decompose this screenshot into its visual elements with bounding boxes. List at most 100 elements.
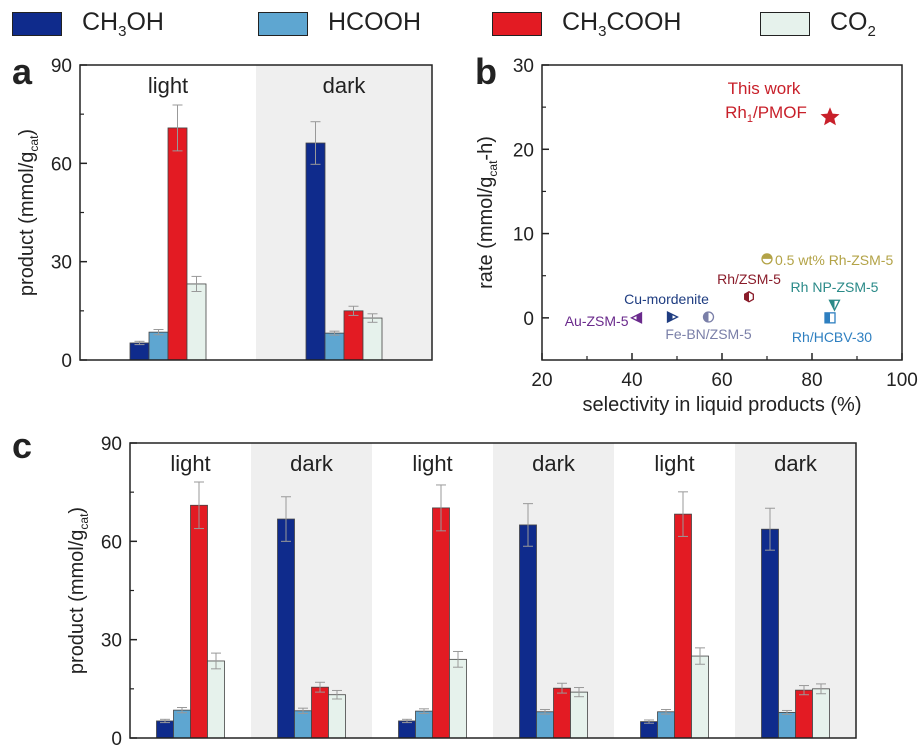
legend-item-hcooh: HCOOH <box>258 6 421 42</box>
legend-swatch-ch3cooh <box>492 12 542 36</box>
bar-ch3cooh <box>795 689 813 739</box>
legend-item-ch3cooh: CH3COOH <box>492 6 681 42</box>
y-axis-label-tail: ) <box>66 507 88 514</box>
panel-letter-c: c <box>12 425 32 466</box>
marker-fill <box>744 291 749 302</box>
x-tick-label: 20 <box>531 370 552 391</box>
y-tick-label: 20 <box>513 140 534 161</box>
bar-hcooh <box>778 712 796 739</box>
group-label: dark <box>323 73 367 98</box>
point-label: 0.5 wt% Rh-ZSM-5 <box>775 252 893 268</box>
legend-swatch-hcooh <box>258 12 308 36</box>
bar-ch3cooh <box>553 687 571 739</box>
y-axis-label: product (mmol/gcat) <box>66 507 91 674</box>
bar-ch3cooh <box>167 127 188 361</box>
bar-hcooh <box>148 331 169 361</box>
x-tick-label: 100 <box>886 370 918 391</box>
bar-co2 <box>207 660 225 739</box>
x-tick-label: 40 <box>621 370 642 391</box>
y-tick-label: 10 <box>513 225 534 246</box>
bar-ch3oh <box>519 524 537 739</box>
bar-ch3cooh <box>311 686 329 739</box>
bar-ch3oh <box>761 528 779 739</box>
annotation-sub: 1 <box>747 113 753 125</box>
y-tick-label: 90 <box>51 56 72 77</box>
panel-a: a light dark 0 30 60 90 product (mmol/gcat) <box>12 51 433 372</box>
marker-fill <box>762 253 772 259</box>
group-label: light <box>170 451 210 476</box>
x-tick-label: 80 <box>801 370 822 391</box>
point-label: Rh/HCBV-30 <box>792 329 872 345</box>
annotation-catalyst: Rh1/PMOF <box>725 103 807 125</box>
point-label: Au-ZSM-5 <box>565 313 629 329</box>
bar-ch3cooh <box>674 513 692 739</box>
bar-hcooh <box>657 711 675 739</box>
group-label: light <box>654 451 694 476</box>
y-tick-label: 60 <box>51 154 72 175</box>
bar-ch3oh <box>156 720 174 739</box>
bar-hcooh <box>536 711 554 739</box>
y-axis-label-main: product (mmol/g <box>66 530 88 675</box>
panel-letter-a: a <box>12 51 33 92</box>
bar-co2 <box>186 283 207 361</box>
bar-ch3oh <box>305 142 326 361</box>
y-axis-label: rate (mmol/gcat-h) <box>475 136 500 289</box>
bar-hcooh <box>173 709 191 739</box>
group-label: light <box>412 451 452 476</box>
marker-fill <box>667 312 673 323</box>
annotation-rh: Rh <box>725 103 747 122</box>
bar-co2 <box>570 691 588 739</box>
bar-ch3oh <box>277 518 295 739</box>
y-tick-label: 0 <box>61 351 72 372</box>
x-tick-label: 60 <box>711 370 732 391</box>
legend-item-co2: CO2 <box>760 6 876 42</box>
y-tick-label: 0 <box>523 309 534 330</box>
y-tick-label: 60 <box>101 532 122 553</box>
y-axis-label-sub: cat <box>27 135 41 152</box>
bar-co2 <box>362 317 383 361</box>
legend-label-co2: CO2 <box>830 8 876 40</box>
bar-co2 <box>691 655 709 739</box>
bar-ch3oh <box>129 342 150 361</box>
y-tick-label: 90 <box>101 434 122 455</box>
bar-hcooh <box>415 710 433 739</box>
legend-swatch-ch3oh <box>12 12 62 36</box>
x-axis-label: selectivity in liquid products (%) <box>583 394 862 416</box>
panel-c: c light dark light dark light dark 0 30 60 90 produ… <box>12 425 857 750</box>
group-label: dark <box>774 451 818 476</box>
bar-hcooh <box>324 332 345 361</box>
group-label: light <box>148 73 188 98</box>
bar-ch3oh <box>398 720 416 739</box>
y-tick-label: 30 <box>513 56 534 77</box>
group-label: dark <box>532 451 576 476</box>
y-tick-label: 0 <box>111 729 122 750</box>
bar-ch3cooh <box>432 507 450 739</box>
marker-star <box>820 107 840 126</box>
marker-fill <box>825 312 830 323</box>
legend-swatch-co2 <box>760 12 810 36</box>
y-axis-label: product (mmol/gcat) <box>16 129 41 296</box>
bar-ch3cooh <box>190 504 208 739</box>
panel-b: b 20 40 60 80 100 0 10 20 30 selectivity in liquid… <box>475 51 918 416</box>
group-label: dark <box>290 451 334 476</box>
annotation-this-work: This work <box>728 79 801 98</box>
y-axis-label-sub: cat <box>486 160 500 177</box>
point-label: Rh/ZSM-5 <box>717 271 781 287</box>
y-axis-label-main: product (mmol/g <box>16 152 38 297</box>
annotation-pmof: /PMOF <box>753 103 807 122</box>
y-axis-label-sub: cat <box>77 513 91 530</box>
y-axis-label-tail: -h) <box>475 136 497 160</box>
bar-hcooh <box>294 710 312 739</box>
point-label: Cu-mordenite <box>624 291 709 307</box>
marker-fill <box>636 312 642 323</box>
bar-co2 <box>328 694 346 739</box>
marker-fill <box>703 312 709 323</box>
point-label: Fe-BN/ZSM-5 <box>665 326 752 342</box>
bar-ch3cooh <box>343 310 364 361</box>
y-tick-label: 30 <box>101 631 122 652</box>
bar-co2 <box>812 688 830 739</box>
y-tick-label: 30 <box>51 253 72 274</box>
legend-item-ch3oh: CH3OH <box>12 6 164 42</box>
group-shade <box>735 443 856 738</box>
